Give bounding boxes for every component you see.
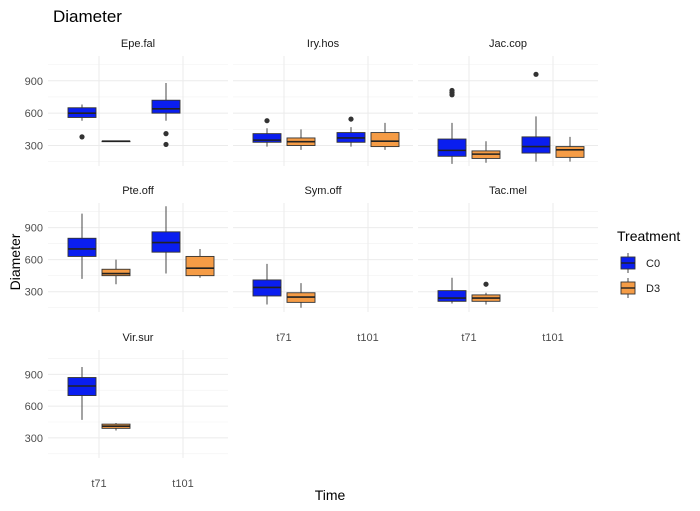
box-outlier <box>79 134 85 140</box>
facet-strip-label: Sym.off <box>304 185 342 197</box>
facet-panel: Tac.mel t71 t101 <box>418 185 598 344</box>
facet-panel: Vir.sur 300 600 900 t71 t101 <box>25 332 228 490</box>
y-tick-label: 900 <box>25 223 43 235</box>
x-tick-label: t101 <box>172 478 193 490</box>
x-tick-label: t71 <box>461 332 476 344</box>
box-c0 <box>437 277 467 304</box>
box-outlier <box>163 141 169 148</box>
facet-strip-label: Tac.mel <box>489 185 527 197</box>
facet-panel: Jac.cop <box>418 38 598 166</box>
y-tick-label: 300 <box>25 433 43 445</box>
box-d3 <box>101 140 131 143</box>
facet-strip-label: Pte.off <box>122 185 155 197</box>
box-outlier <box>264 118 270 124</box>
x-tick-label: t101 <box>542 332 563 344</box>
box-body <box>555 146 585 158</box>
legend-key-d3: D3 <box>617 277 660 299</box>
facet-strip-label: Iry.hos <box>307 38 340 50</box>
box-body <box>437 290 467 302</box>
box-body <box>67 237 97 257</box>
legend-label: C0 <box>646 258 660 270</box>
facet-panel: Pte.off 300 600 900 <box>25 185 228 312</box>
chart-title: Diameter <box>53 7 122 26</box>
box-c0 <box>67 104 97 140</box>
box-outlier <box>533 71 539 77</box>
box-c0 <box>67 213 97 279</box>
box-d3 <box>185 248 215 278</box>
box-c0 <box>151 206 181 274</box>
box-outlier <box>163 131 169 137</box>
box-c0 <box>151 82 181 148</box>
x-tick-label: t101 <box>357 332 378 344</box>
legend-key-c0: C0 <box>617 252 660 274</box>
box-body <box>370 132 400 148</box>
y-axis-title: Diameter <box>7 233 23 290</box>
box-c0 <box>67 366 97 420</box>
box-c0 <box>336 116 366 147</box>
box-c0 <box>252 263 282 305</box>
box-c0 <box>521 71 551 162</box>
box-d3 <box>286 129 316 150</box>
box-d3 <box>471 281 501 305</box>
facet-strip-label: Jac.cop <box>489 38 527 50</box>
box-d3 <box>370 122 400 150</box>
box-d3 <box>101 259 131 285</box>
x-tick-label: t71 <box>276 332 291 344</box>
box-body <box>252 133 282 143</box>
box-d3 <box>471 141 501 163</box>
box-d3 <box>555 136 585 162</box>
y-tick-label: 600 <box>25 108 43 120</box>
y-tick-label: 600 <box>25 255 43 267</box>
box-body <box>437 138 467 157</box>
box-c0 <box>252 118 282 147</box>
x-tick-label: t71 <box>91 478 106 490</box>
x-axis-title: Time <box>315 487 346 503</box>
y-tick-label: 600 <box>25 401 43 413</box>
box-outlier <box>348 116 354 122</box>
box-body <box>521 136 551 154</box>
facet-strip-label: Vir.sur <box>123 332 154 344</box>
box-outlier <box>483 281 489 287</box>
box-d3 <box>101 423 131 431</box>
box-body <box>151 99 181 114</box>
facet-panel: Sym.off t71 t101 <box>233 185 413 344</box>
box-body <box>185 255 215 277</box>
facet-panels: Epe.fal 300 600 900 Iry.hos Jac.cop Pte.off 300… <box>25 38 598 490</box>
y-tick-label: 900 <box>25 369 43 381</box>
y-tick-label: 900 <box>25 76 43 88</box>
y-tick-label: 300 <box>25 141 43 153</box>
box-d3 <box>286 283 316 308</box>
facet-panel: Epe.fal 300 600 900 <box>25 38 228 166</box>
facet-strip-label: Epe.fal <box>121 38 155 50</box>
box-body <box>101 268 131 277</box>
y-tick-label: 300 <box>25 287 43 299</box>
box-outlier <box>449 87 455 94</box>
legend-label: D3 <box>646 283 660 295</box>
legend: Treatment C0 D3 <box>617 228 680 299</box>
legend-title: Treatment <box>617 228 680 244</box>
facet-panel: Iry.hos <box>233 38 413 166</box>
box-c0 <box>437 87 467 164</box>
